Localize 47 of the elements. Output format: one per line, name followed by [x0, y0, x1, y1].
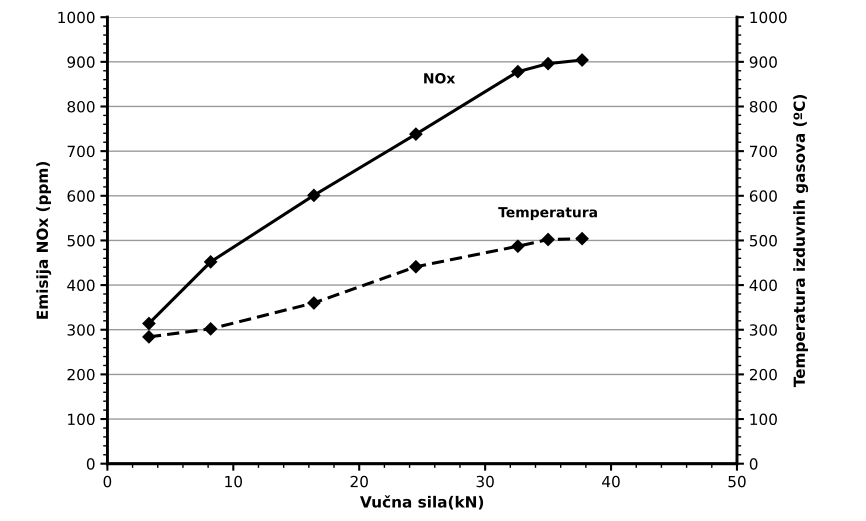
point: [409, 128, 422, 141]
point: [576, 232, 589, 246]
point: [542, 232, 555, 246]
y-tick-label: 200: [68, 368, 95, 380]
y-tick-label: 600: [67, 190, 95, 202]
x-axis-title: Vučna sila(kN): [360, 495, 484, 510]
y-tick-label: 0: [86, 458, 95, 470]
point: [409, 260, 422, 274]
y-tick-label: 800: [67, 100, 95, 113]
point: [142, 316, 156, 330]
point: [307, 188, 320, 202]
point: [204, 322, 218, 336]
y-tick-label: 700: [68, 146, 95, 158]
y-axis-title: Emisija NOx (ppm): [36, 162, 52, 319]
x-tick-label: 50: [728, 476, 746, 488]
y-tick-label: 900: [67, 56, 95, 68]
x-tick-label: 40: [602, 476, 620, 488]
y2-tick-label: 900: [750, 56, 777, 68]
point: [576, 53, 589, 67]
point: [542, 57, 555, 70]
y-tick-label: 400: [67, 280, 95, 292]
y-tick-label: 1000: [58, 12, 95, 24]
point: [142, 330, 156, 344]
y2-tick-label: 1000: [750, 12, 787, 24]
y2-tick-label: 200: [750, 368, 777, 380]
y2-tick-label: 500: [750, 234, 777, 246]
y2-tick-label: 600: [750, 190, 777, 202]
y2-tick-label: 800: [750, 100, 777, 113]
series-label: Temperatura: [498, 207, 597, 220]
y-tick-label: 300: [68, 324, 95, 336]
x-tick-label: 10: [225, 476, 242, 488]
y2-tick-label: 100: [750, 414, 777, 426]
y2-axis-title: Temperatura izduvnih gasova (ºC): [793, 94, 808, 388]
y2-tick-label: 0: [750, 458, 758, 470]
point: [204, 255, 218, 268]
x-tick-label: 0: [104, 476, 112, 488]
point: [511, 65, 524, 78]
y2-tick-label: 700: [750, 146, 777, 158]
point: [511, 240, 524, 253]
x-tick-label: 20: [350, 476, 368, 488]
y2-tick-label: 400: [750, 280, 777, 292]
y-tick-label: 500: [68, 234, 95, 246]
point: [307, 296, 320, 310]
y-tick-label: 100: [68, 414, 95, 426]
x-tick-label: 30: [476, 476, 494, 488]
y2-tick-label: 300: [750, 324, 777, 336]
series-label: NOx: [424, 73, 456, 84]
